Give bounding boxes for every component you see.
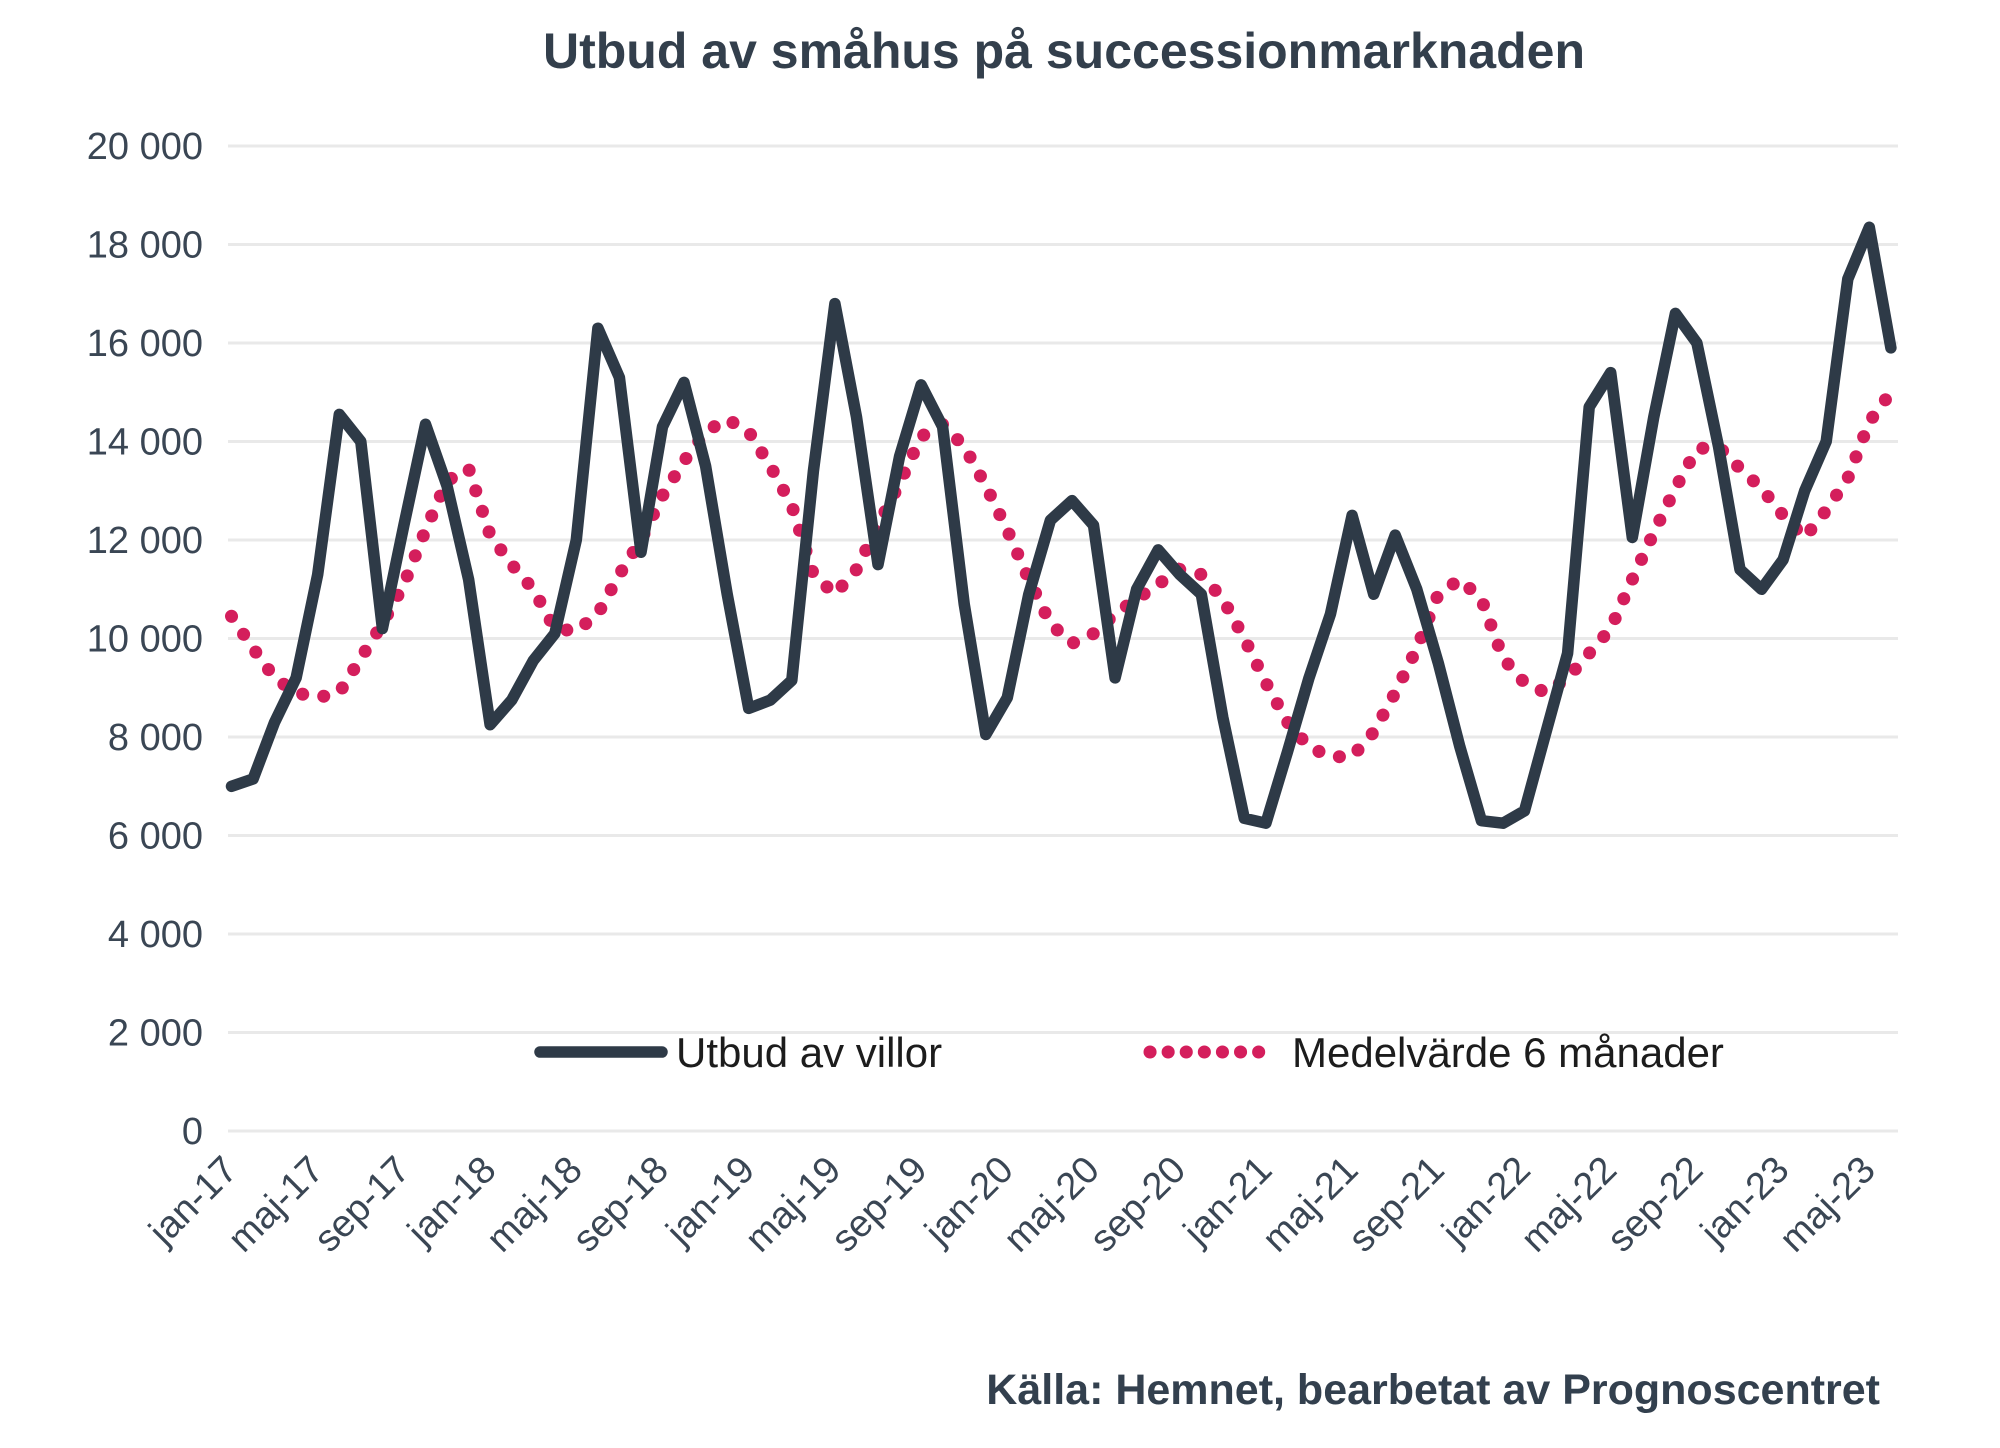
y-tick-label: 18 000 [87,225,203,267]
villor-line [225,221,1897,829]
legend-label-villor: Utbud av villor [676,1029,943,1076]
x-tick-label: maj-21 [1255,1149,1367,1261]
x-tick-label: sep-17 [306,1149,418,1261]
source-note: Källa: Hemnet, bearbetat av Prognoscentr… [986,1366,1880,1414]
y-tick-label: 4 000 [108,914,203,956]
x-tick-label: sep-22 [1599,1149,1711,1261]
x-tick-label: maj-23 [1772,1149,1884,1261]
x-tick-label: maj-22 [1513,1149,1625,1261]
x-tick-label: sep-18 [565,1149,677,1261]
y-axis-tick-labels: 0 2 000 4 000 6 000 8 000 10 000 12 000 14 000 1… [87,126,203,1153]
y-tick-label: 8 000 [108,717,203,759]
x-tick-label: maj-17 [220,1149,332,1261]
medelvarde-line [225,385,1898,764]
y-tick-label: 6 000 [108,816,203,858]
x-tick-label: maj-18 [479,1149,591,1261]
x-tick-label: sep-20 [1082,1149,1194,1261]
legend-label-medelvarde: Medelvärde 6 månader [1292,1029,1724,1076]
y-tick-label: 0 [182,1111,203,1153]
x-tick-label: maj-20 [996,1149,1108,1261]
x-tick-label: sep-19 [824,1149,936,1261]
x-tick-label: maj-19 [737,1149,849,1261]
y-tick-label: 14 000 [87,422,203,464]
gridlines [228,144,1898,1133]
y-tick-label: 20 000 [87,126,203,168]
x-tick-label: sep-21 [1341,1149,1453,1261]
y-tick-label: 10 000 [87,619,203,661]
y-tick-label: 12 000 [87,520,203,562]
chart-title: Utbud av småhus på successionmarknaden [542,23,1586,79]
y-tick-label: 16 000 [87,323,203,365]
x-axis-tick-labels: jan-17maj-17sep-17jan-18maj-18sep-18jan-… [141,1149,1884,1261]
y-tick-label: 2 000 [108,1013,203,1055]
